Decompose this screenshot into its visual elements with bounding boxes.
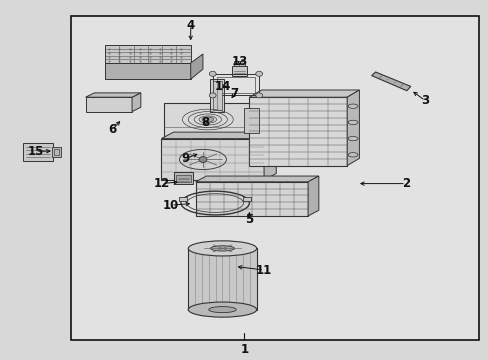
Bar [85, 97, 132, 112]
Text: 15: 15 [27, 145, 44, 158]
Ellipse shape [347, 136, 357, 141]
Ellipse shape [347, 104, 357, 108]
Bar [244, 108, 259, 133]
Text: 14: 14 [214, 80, 230, 93]
Polygon shape [161, 132, 276, 139]
Bar [232, 66, 246, 76]
Ellipse shape [209, 71, 216, 76]
Ellipse shape [188, 302, 256, 317]
Text: 4: 4 [186, 19, 194, 32]
Text: 2: 2 [401, 177, 409, 190]
Text: 3: 3 [421, 94, 428, 107]
Text: 8: 8 [201, 116, 209, 129]
Polygon shape [85, 93, 141, 97]
Bar [173, 172, 193, 184]
Bar [71, 16, 478, 340]
Text: 6: 6 [108, 123, 116, 136]
Ellipse shape [188, 241, 256, 256]
Bar [210, 79, 224, 112]
Bar [163, 103, 251, 137]
Bar [188, 248, 256, 310]
Text: 1: 1 [240, 343, 248, 356]
Bar [52, 147, 61, 157]
Ellipse shape [209, 93, 216, 98]
Bar [243, 197, 251, 201]
Ellipse shape [208, 307, 236, 312]
Polygon shape [249, 90, 359, 97]
Ellipse shape [202, 117, 213, 122]
Polygon shape [132, 93, 141, 112]
Ellipse shape [255, 93, 262, 98]
Text: 10: 10 [163, 199, 179, 212]
Polygon shape [105, 45, 190, 63]
Bar [176, 175, 190, 182]
Ellipse shape [199, 157, 206, 162]
Text: 12: 12 [153, 177, 169, 190]
Text: 5: 5 [245, 213, 253, 226]
Bar [54, 149, 59, 155]
Bar [216, 77, 255, 93]
Bar [212, 74, 259, 95]
Ellipse shape [210, 246, 234, 251]
Bar [195, 182, 307, 216]
Ellipse shape [255, 71, 262, 76]
Polygon shape [105, 63, 190, 79]
Bar [161, 139, 264, 180]
Ellipse shape [347, 153, 357, 157]
Polygon shape [346, 90, 359, 166]
Bar [234, 61, 244, 66]
Ellipse shape [347, 120, 357, 125]
Polygon shape [264, 132, 276, 180]
Bar [23, 143, 53, 161]
Bar [249, 97, 346, 166]
Text: 7: 7 [230, 87, 238, 100]
Bar [179, 197, 186, 201]
Bar [212, 81, 221, 110]
Polygon shape [307, 176, 318, 216]
Polygon shape [190, 54, 203, 79]
Polygon shape [195, 176, 318, 182]
Text: 13: 13 [231, 55, 247, 68]
Text: 11: 11 [255, 264, 272, 276]
Polygon shape [371, 72, 410, 91]
Text: 9: 9 [182, 152, 189, 165]
